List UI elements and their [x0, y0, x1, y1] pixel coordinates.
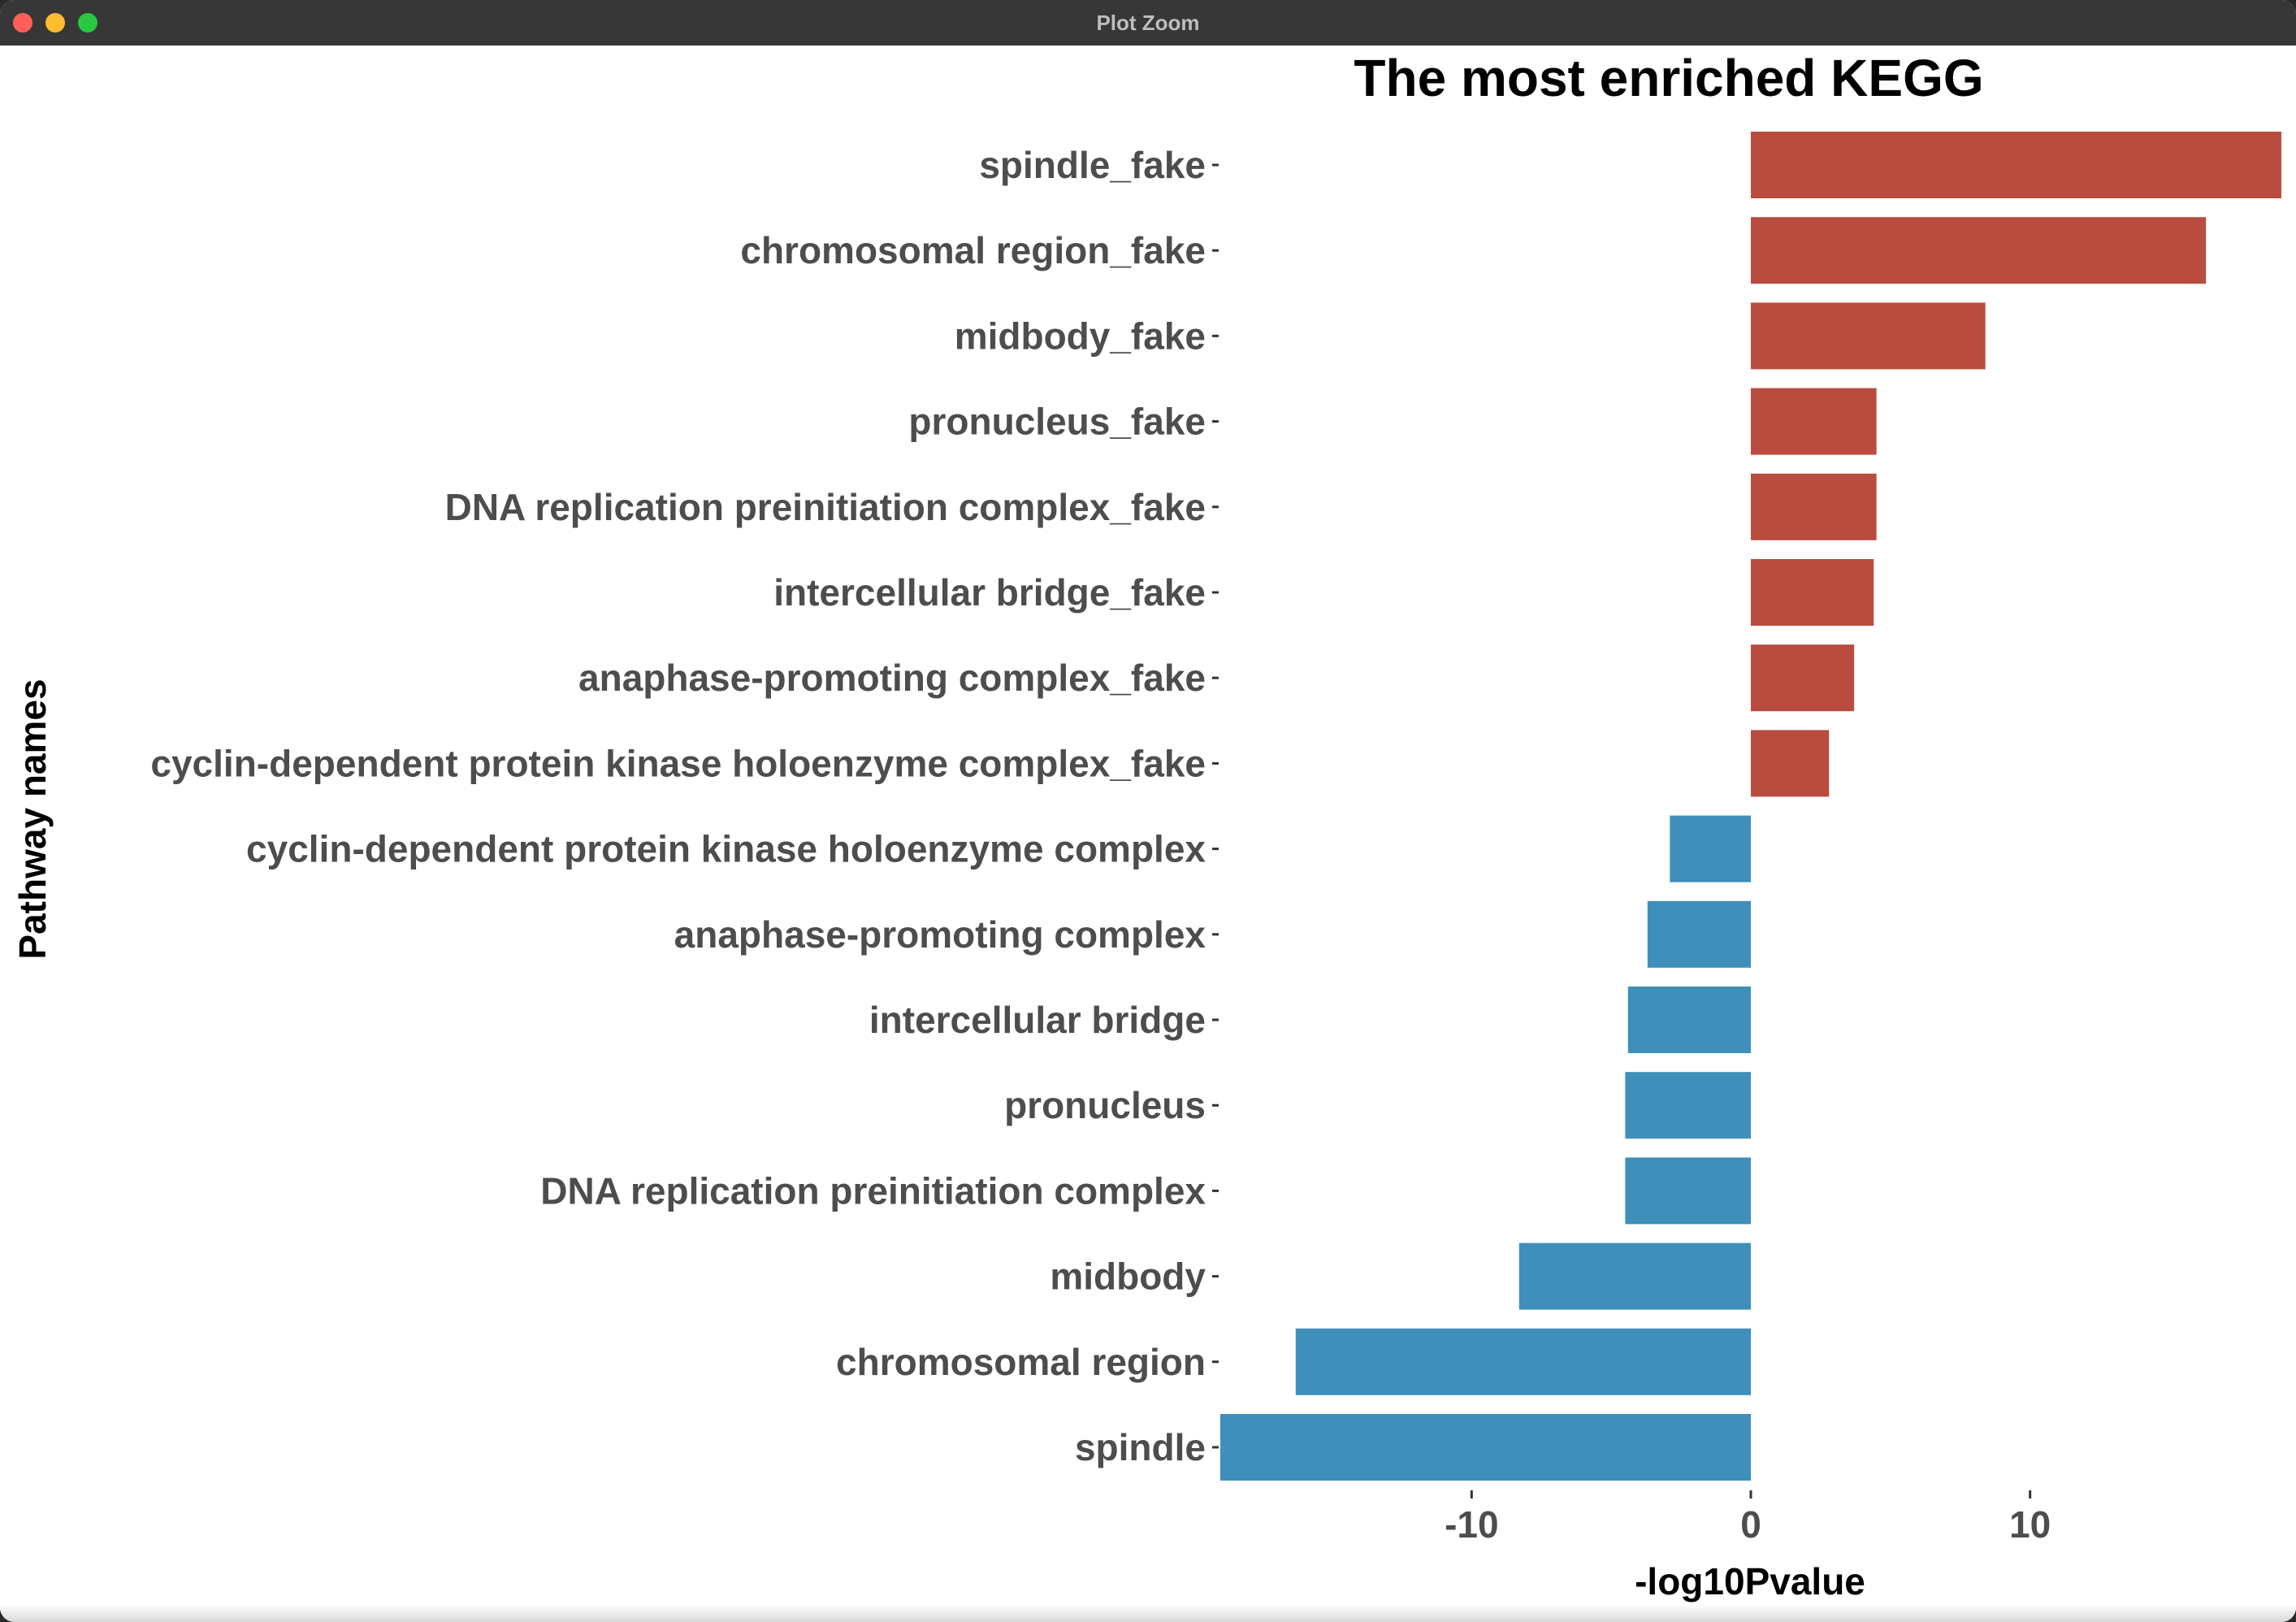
x-axis-ticks: -10 0 10	[1445, 1490, 2051, 1546]
bar-8	[1751, 730, 1830, 797]
window-title: Plot Zoom	[1096, 11, 1200, 35]
bar-2	[1751, 217, 2207, 284]
bar-12	[1625, 1072, 1751, 1139]
category-label: cyclin-dependent protein kinase holoenzy…	[246, 828, 1206, 870]
category-label: intercellular bridge	[869, 999, 1206, 1041]
category-label: chromosomal region	[836, 1341, 1206, 1383]
minimize-window-button[interactable]	[45, 13, 65, 33]
category-label: pronucleus_fake	[908, 401, 1206, 443]
category-label: cyclin-dependent protein kinase holoenzy…	[150, 742, 1206, 784]
close-window-button[interactable]	[13, 13, 32, 33]
bar-14	[1518, 1243, 1751, 1310]
x-tick-label: 10	[2009, 1503, 2051, 1546]
category-label: midbody_fake	[955, 314, 1206, 357]
chart-title: The most enriched KEGG	[1354, 49, 1983, 107]
category-label: DNA replication preinitiation complex	[540, 1169, 1206, 1212]
window-titlebar: Plot Zoom	[0, 0, 2296, 46]
category-label: chromosomal region_fake	[740, 229, 1206, 271]
x-tick-label: -10	[1445, 1503, 1498, 1546]
bar-9	[1670, 815, 1751, 883]
bar-13	[1625, 1157, 1751, 1225]
maximize-window-button[interactable]	[78, 13, 97, 33]
kegg-bar-chart: The most enriched KEGG spindle_fakechrom…	[11, 49, 2281, 1602]
bar-11	[1627, 987, 1751, 1053]
x-axis-title: -log10Pvalue	[1635, 1560, 1865, 1602]
category-label: DNA replication preinitiation complex_fa…	[445, 486, 1206, 528]
category-label: intercellular bridge_fake	[773, 571, 1206, 614]
bar-6	[1751, 559, 1874, 626]
bar-16	[1220, 1414, 1751, 1481]
bars-layer	[1220, 132, 2281, 1481]
category-label: anaphase-promoting complex_fake	[578, 657, 1206, 699]
category-label: spindle	[1075, 1426, 1206, 1468]
category-labels: spindle_fake chromosomal region_fakemidbo…	[150, 144, 1219, 1468]
bar-15	[1295, 1328, 1751, 1395]
window-bottom-edge	[0, 1604, 2296, 1622]
bar-4	[1751, 388, 1877, 455]
category-label: anaphase-promoting complex	[674, 913, 1206, 956]
bar-1	[1751, 132, 2281, 198]
y-axis-title: Pathway names	[11, 679, 54, 959]
bar-5	[1751, 473, 1877, 540]
bar-3	[1751, 302, 1986, 370]
category-label: pronucleus	[1004, 1084, 1206, 1126]
category-label: midbody	[1050, 1256, 1206, 1298]
category-label: spindle_fake	[979, 144, 1206, 186]
bar-7	[1751, 644, 1855, 712]
x-tick-label: 0	[1740, 1503, 1761, 1546]
bar-10	[1647, 900, 1751, 968]
